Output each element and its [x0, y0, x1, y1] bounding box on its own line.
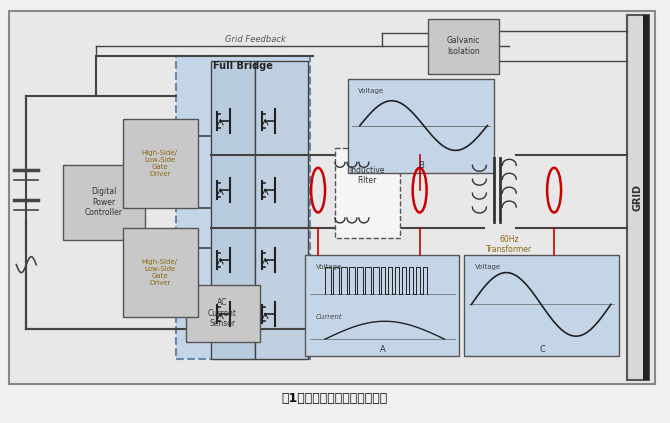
Bar	[255, 61, 308, 359]
Text: Galvanic
Isolation: Galvanic Isolation	[447, 36, 480, 56]
Text: Digital
Power
Controller: Digital Power Controller	[85, 187, 123, 217]
Text: Grid Feedback: Grid Feedback	[225, 35, 286, 44]
Text: C: C	[539, 345, 545, 354]
Bar	[643, 15, 649, 380]
Bar	[464, 255, 619, 356]
Bar	[335, 148, 400, 238]
Bar	[186, 285, 261, 342]
Text: Inductive
Filter: Inductive Filter	[349, 165, 385, 185]
Bar	[427, 19, 499, 74]
Bar	[305, 255, 460, 356]
Text: High-Side/
Low-Side
Gate
Driver: High-Side/ Low-Side Gate Driver	[142, 150, 178, 177]
Bar	[63, 165, 145, 240]
Text: AC
Current
Sensor: AC Current Sensor	[208, 299, 237, 328]
Text: B: B	[417, 161, 423, 170]
Text: High-Side/
Low-Side
Gate
Driver: High-Side/ Low-Side Gate Driver	[142, 259, 178, 286]
Text: GRID: GRID	[632, 184, 643, 211]
Text: 圶1：單級、單相逆變器示意圖: 圶1：單級、單相逆變器示意圖	[282, 392, 388, 405]
Text: Voltage: Voltage	[316, 264, 342, 269]
Text: A: A	[380, 345, 386, 354]
Bar	[348, 79, 494, 173]
Bar	[9, 11, 655, 384]
Bar	[210, 61, 255, 359]
Bar	[627, 15, 649, 380]
Text: Voltage: Voltage	[358, 88, 384, 94]
Bar	[123, 228, 198, 317]
Bar	[176, 56, 310, 359]
Text: Voltage: Voltage	[476, 264, 502, 269]
Bar	[123, 118, 198, 208]
Text: Current: Current	[316, 314, 342, 320]
Text: 60Hz
Transformer: 60Hz Transformer	[486, 235, 533, 255]
Text: Full Bridge: Full Bridge	[214, 61, 273, 71]
